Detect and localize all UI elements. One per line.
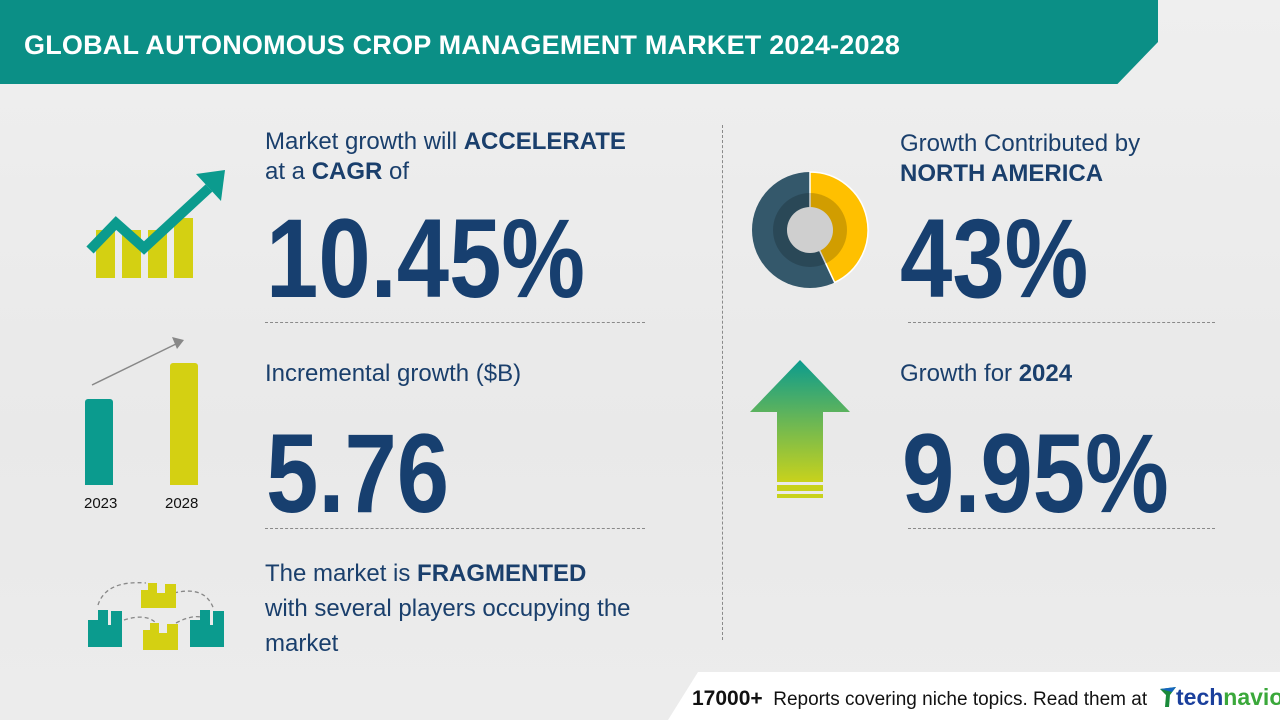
region-value: 43% [900,196,1089,321]
bar-year-2028: 2028 [165,495,199,512]
growth-year-value: 9.95% [902,411,1169,536]
footer-text: 17000+ Reports covering niche topics. Re… [692,687,1148,710]
title-bar [0,0,1158,84]
incremental-label: Incremental growth ($B) [265,360,522,387]
fragmented-line2: with several players occupying the [265,595,631,622]
page-title: GLOBAL AUTONOMOUS CROP MANAGEMENT MARKET… [24,30,901,60]
cagr-line1: Market growth will ACCELERATE [265,128,626,155]
up-arrow-icon [750,360,850,498]
divider [265,528,645,529]
technavio-logo[interactable]: technavio [1160,684,1280,711]
region-name: NORTH AMERICA [900,160,1104,187]
donut-share-slice [809,171,869,284]
fragmented-line1: The market is FRAGMENTED [265,560,587,587]
cagr-value: 10.45% [266,196,586,321]
divider [908,322,1215,323]
vertical-divider [722,125,723,640]
incremental-value: 5.76 [266,411,450,536]
footer-banner [668,672,1280,720]
bar-year-2023: 2023 [84,495,118,512]
region-donut-icon [752,171,869,288]
growth-chart-icon [86,170,225,278]
growth-year-label: Growth for 2024 [900,360,1073,387]
divider [908,528,1215,529]
cagr-line2: at a CAGR of [265,158,410,185]
incremental-bars-icon [85,337,198,485]
region-line1: Growth Contributed by [900,130,1141,157]
technavio-flag-icon [1160,687,1176,707]
divider [265,322,645,323]
buildings-network-icon [88,582,224,650]
fragmented-line3: market [265,630,339,657]
